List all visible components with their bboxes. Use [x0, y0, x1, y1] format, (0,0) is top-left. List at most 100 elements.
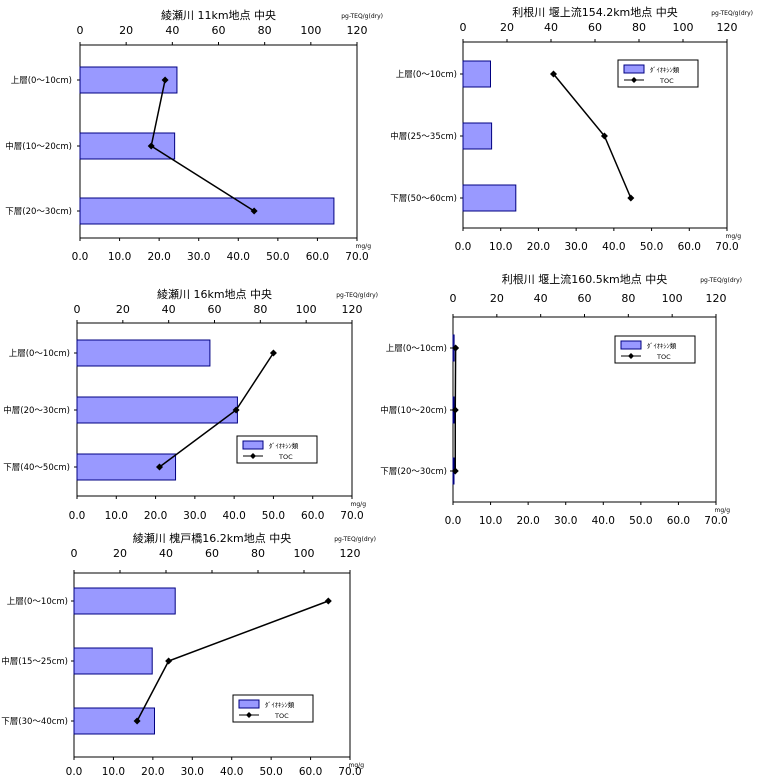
legend: ﾀﾞｲｵｷｼﾝ類 TOC [617, 59, 699, 88]
top-tick-label: 60 [588, 21, 602, 34]
toc-point [627, 194, 635, 202]
bottom-tick-label: 0.0 [69, 510, 86, 522]
bottom-tick-label: 10.0 [489, 241, 512, 253]
chart-panel: 綾瀬川 槐戸橋16.2km地点 中央 pg-TEQ/g(dry) 0 20 40 60 80… [1, 531, 376, 778]
bar [79, 132, 176, 160]
legend-line-marker [246, 712, 252, 718]
toc-point [133, 717, 141, 725]
bottom-tick-label: 10.0 [479, 515, 502, 527]
category-label: 上層(0～10cm) [396, 70, 457, 80]
bottom-tick-label: 50.0 [262, 510, 285, 522]
top-tick-label: 120 [706, 292, 727, 305]
bottom-tick-label: 30.0 [183, 510, 206, 522]
chart-title: 綾瀬川 槐戸橋16.2km地点 中央 [133, 531, 292, 545]
chart-panel: 利根川 堰上流154.2km地点 中央 pg-TEQ/g(dry) 0 20 40 60 8… [390, 5, 753, 253]
legend-bar-label: ﾀﾞｲｵｷｼﾝ類 [647, 341, 677, 350]
toc-point [156, 463, 163, 471]
top-tick-label: 100 [296, 303, 317, 316]
bottom-tick-label: 0.0 [445, 515, 462, 527]
category-label: 上層(0～10cm) [386, 344, 447, 354]
top-tick-label: 20 [490, 292, 504, 305]
bar [79, 66, 178, 94]
bottom-tick-label: 40.0 [602, 241, 625, 253]
top-tick-label: 0 [460, 21, 467, 34]
top-tick-label: 120 [340, 547, 361, 560]
bottom-tick-label: 0.0 [66, 766, 83, 778]
bottom-tick-label: 50.0 [266, 251, 289, 263]
toc-point [269, 349, 277, 357]
toc-point [165, 657, 173, 665]
top-tick-label: 120 [717, 21, 738, 34]
toc-line [552, 73, 632, 199]
top-tick-label: 120 [342, 303, 363, 316]
toc-point [600, 132, 608, 140]
category-label: 上層(0～10cm) [7, 597, 68, 607]
top-tick-label: 60 [212, 24, 226, 37]
bottom-tick-label: 20.0 [147, 251, 170, 263]
toc-point [550, 70, 558, 78]
chart-title: 綾瀬川 16km地点 中央 [157, 287, 272, 301]
top-tick-label: 80 [253, 303, 267, 316]
toc-point [452, 344, 460, 352]
top-tick-label: 40 [159, 547, 173, 560]
bottom-axis-unit: mg/g [349, 762, 365, 769]
bottom-tick-label: 60.0 [301, 510, 324, 522]
bottom-tick-label: 70.0 [338, 766, 361, 778]
top-axis-unit: pg-TEQ/g(dry) [700, 277, 742, 284]
bottom-tick-label: 40.0 [222, 510, 245, 522]
legend: ﾀﾞｲｵｷｼﾝ類 TOC [232, 694, 314, 723]
bottom-tick-label: 20.0 [527, 241, 550, 253]
bar [462, 184, 517, 212]
category-label: 中層(25～35cm) [390, 131, 457, 142]
top-tick-label: 100 [300, 24, 321, 37]
toc-point [232, 406, 240, 414]
legend-bar-swatch [242, 440, 264, 450]
category-label: 中層(10～20cm) [380, 405, 447, 416]
category-label: 中層(15～25cm) [1, 656, 68, 667]
bottom-tick-label: 30.0 [554, 515, 577, 527]
bottom-tick-label: 30.0 [564, 241, 587, 253]
category-label: 下層(30～40cm) [1, 717, 68, 727]
top-tick-label: 20 [500, 21, 514, 34]
category-label: 下層(20～30cm) [5, 207, 72, 217]
legend-line-label: TOC [656, 353, 671, 361]
category-label: 上層(0～10cm) [11, 76, 72, 86]
category-label: 下層(40～50cm) [3, 463, 70, 473]
bottom-tick-label: 50.0 [640, 241, 663, 253]
legend-line-label: TOC [274, 712, 289, 720]
legend-line-marker [628, 353, 634, 359]
bar [79, 197, 335, 225]
bar [73, 647, 153, 675]
toc-point [451, 467, 459, 475]
bar [462, 122, 493, 150]
bottom-tick-label: 30.0 [187, 251, 210, 263]
bar [462, 60, 491, 88]
legend: ﾀﾞｲｵｷｼﾝ類 TOC [236, 435, 318, 464]
bottom-tick-label: 60.0 [299, 766, 322, 778]
top-tick-label: 100 [673, 21, 694, 34]
legend-line-label: TOC [659, 77, 674, 85]
bottom-tick-label: 70.0 [715, 241, 738, 253]
bottom-axis-unit: mg/g [726, 233, 742, 240]
top-tick-label: 0 [450, 292, 457, 305]
chart-panel: 利根川 堰上流160.5km地点 中央 pg-TEQ/g(dry) 0 20 40 60 8… [380, 272, 742, 527]
bottom-tick-label: 20.0 [144, 510, 167, 522]
bottom-tick-label: 10.0 [108, 251, 131, 263]
legend-bar-swatch [623, 64, 645, 74]
bar [73, 587, 176, 615]
chart-panel: 綾瀬川 16km地点 中央 pg-TEQ/g(dry) 0 20 40 60 80 100 12… [3, 287, 378, 522]
top-tick-label: 80 [632, 21, 646, 34]
top-tick-label: 40 [162, 303, 176, 316]
top-tick-label: 100 [662, 292, 683, 305]
bottom-axis-unit: mg/g [351, 501, 367, 508]
bottom-tick-label: 60.0 [678, 241, 701, 253]
bottom-tick-label: 10.0 [105, 510, 128, 522]
bottom-tick-label: 50.0 [629, 515, 652, 527]
top-tick-label: 60 [578, 292, 592, 305]
top-tick-label: 80 [621, 292, 635, 305]
legend: ﾀﾞｲｵｷｼﾝ類 TOC [614, 335, 696, 364]
bottom-tick-label: 60.0 [667, 515, 690, 527]
top-tick-label: 120 [347, 24, 368, 37]
top-tick-label: 80 [258, 24, 272, 37]
